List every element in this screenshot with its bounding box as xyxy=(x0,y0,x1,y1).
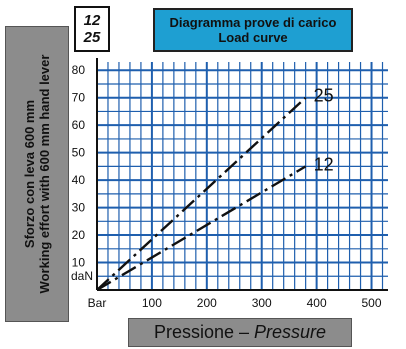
series-label-25: 25 xyxy=(314,86,334,106)
y-tick-label: 50 xyxy=(72,146,86,160)
x-axis-label-italian: Pressione xyxy=(153,322,234,342)
x-axis-label-dash: – xyxy=(234,322,255,342)
y-tick-label: 60 xyxy=(72,118,86,132)
chart-title: Diagramma prove di carico Load curve xyxy=(153,8,353,52)
x-tick-label: 200 xyxy=(197,296,217,310)
model-number-box: 12 25 xyxy=(74,6,110,52)
x-tick-label: 300 xyxy=(252,296,272,310)
y-tick-label: 80 xyxy=(72,63,86,77)
series-line-12 xyxy=(96,165,307,292)
model-number-12: 12 xyxy=(83,12,101,29)
y-tick-label: 30 xyxy=(72,201,86,215)
y-tick-label: 70 xyxy=(72,91,86,105)
y-axis-label-box: Sforzo con leva 600 mm Working effort wi… xyxy=(5,26,69,322)
y-tick-label: 10 xyxy=(72,256,86,270)
x-axis-label-english: Pressure xyxy=(254,322,327,342)
model-number-25: 25 xyxy=(83,29,101,46)
chart-title-italian: Diagramma prove di carico xyxy=(169,15,337,30)
y-tick-label: 40 xyxy=(72,173,86,187)
y-tick-label: 20 xyxy=(72,228,86,242)
y-unit-label: daN xyxy=(71,269,93,283)
x-unit-label: Bar xyxy=(88,296,107,310)
x-axis-label: Pressione – Pressure xyxy=(128,318,352,347)
series-label-12: 12 xyxy=(314,154,334,174)
x-tick-label: 100 xyxy=(142,296,162,310)
x-tick-label: 500 xyxy=(362,296,382,310)
series-line-25 xyxy=(96,96,307,291)
chart-title-english: Load curve xyxy=(218,30,288,45)
x-tick-label: 400 xyxy=(307,296,327,310)
